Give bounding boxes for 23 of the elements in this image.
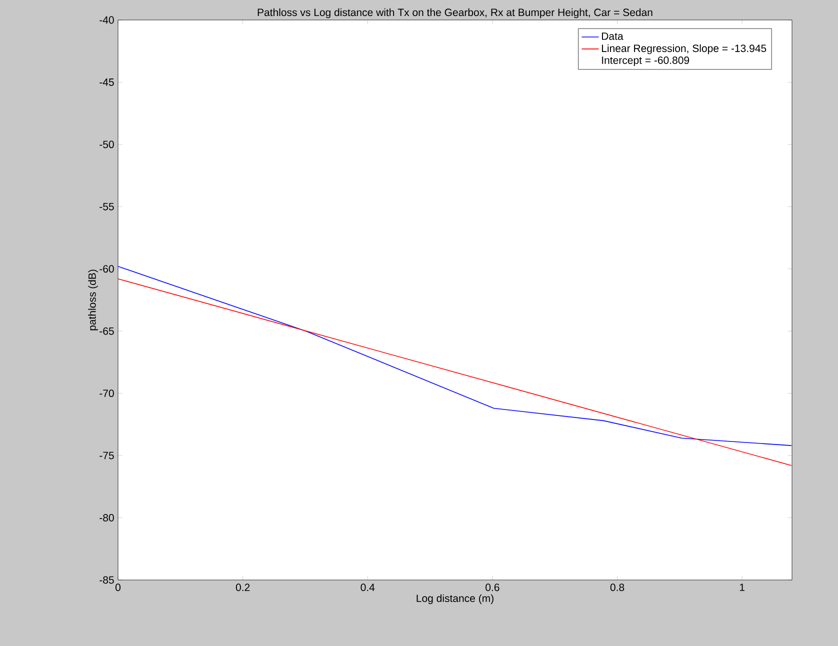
annotation: Intercept = -60.809 bbox=[602, 56, 690, 66]
y-tick-label: -80 bbox=[100, 514, 114, 522]
y-tick-label: -50 bbox=[100, 140, 114, 148]
y-tick-label: -55 bbox=[100, 202, 114, 210]
y-tick-label: -40 bbox=[100, 16, 114, 24]
x-tick-label: 0.4 bbox=[360, 584, 375, 592]
y-tick-label: -60 bbox=[100, 265, 114, 273]
legend-label: Data bbox=[602, 32, 624, 40]
x-axis-title: Log distance (m) bbox=[416, 594, 494, 604]
y-tick-label: -45 bbox=[100, 78, 114, 86]
x-tick-label: 0.2 bbox=[236, 584, 250, 592]
x-tick-label: 0 bbox=[115, 584, 121, 592]
x-tick-label: 0.8 bbox=[610, 584, 624, 592]
x-tick-label: 1 bbox=[740, 584, 744, 591]
y-tick-label: -75 bbox=[100, 452, 114, 460]
line-series bbox=[118, 266, 792, 446]
chart-title: Pathloss vs Log distance with Tx on the Gearbox, Rx at Bumper Height, Car = Sedan bbox=[258, 8, 652, 18]
y-tick-label: -85 bbox=[100, 576, 114, 584]
legend-label: Linear Regression, Slope = -13.945 bbox=[602, 44, 766, 54]
x-tick-label: 0.6 bbox=[486, 584, 500, 592]
y-tick-label: -70 bbox=[100, 390, 114, 398]
y-axis-title: pathloss (dB) bbox=[88, 270, 98, 330]
y-tick-label: -65 bbox=[100, 327, 114, 335]
